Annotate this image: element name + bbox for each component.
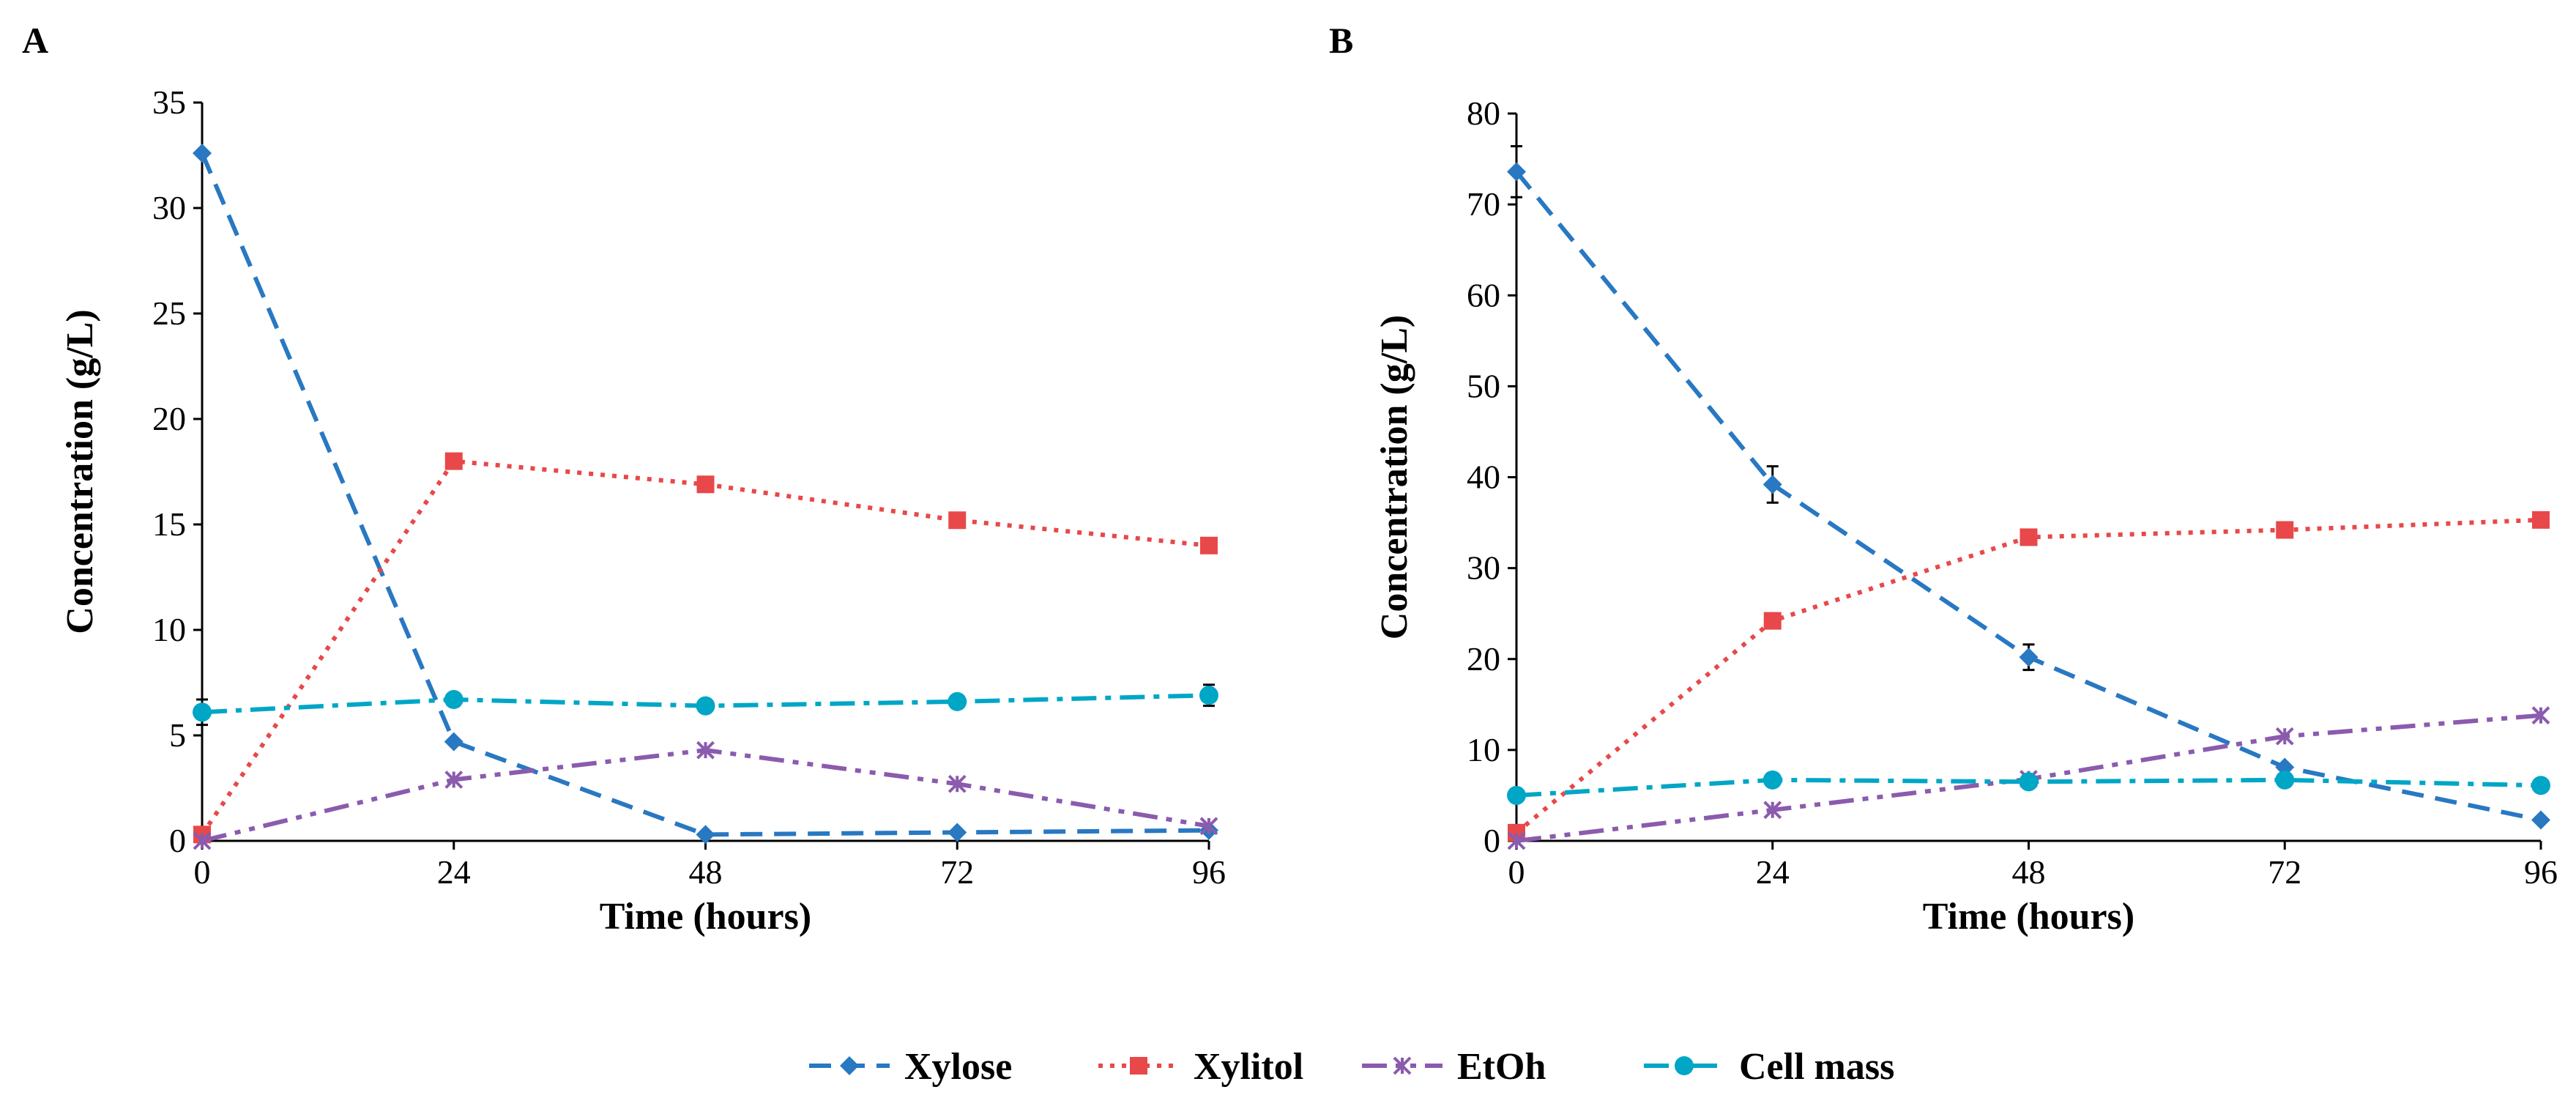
legend: Xylose Xylitol EtOh Cell mass (809, 1046, 1894, 1088)
y-tick-label-a: 5 (169, 716, 186, 754)
y-tick-label-a: 25 (152, 294, 186, 332)
series-xylitol-a (193, 452, 1218, 844)
legend-item-cell-mass: Cell mass (1644, 1046, 1894, 1088)
series-xylose-b (1507, 145, 2550, 830)
data-point-cell-mass-b (2275, 770, 2295, 790)
legend-item-xylose: Xylose (809, 1046, 1012, 1088)
data-point-xylose-b (2531, 810, 2550, 830)
y-tick-label-b: 30 (1467, 549, 1500, 587)
x-tick-label-a: 24 (437, 853, 471, 891)
data-point-xylitol-a (1200, 536, 1218, 554)
x-tick-label-b: 48 (2012, 853, 2046, 891)
legend-marker-cell-mass (1675, 1056, 1694, 1075)
legend-marker-etoh (1393, 1056, 1412, 1075)
y-tick-label-b: 50 (1467, 367, 1500, 404)
data-point-xylose-b (1507, 162, 1526, 182)
data-point-xylose-a (696, 825, 715, 845)
y-tick-label-a: 0 (169, 822, 186, 859)
data-point-etoh-b (2275, 727, 2294, 746)
data-point-etoh-a (193, 831, 212, 850)
series-xylose-a (193, 144, 1218, 845)
series-line-xylose-b (1514, 170, 2542, 823)
y-tick-label-b: 70 (1467, 185, 1500, 223)
x-tick-label-a: 0 (194, 853, 211, 891)
legend-label-etoh: EtOh (1457, 1046, 1546, 1088)
data-point-etoh-b (1507, 831, 1526, 850)
y-tick-label-b: 20 (1467, 640, 1500, 678)
data-point-etoh-a (1199, 817, 1218, 836)
data-point-etoh-a (696, 741, 715, 760)
series-line-xylose-a (200, 152, 1210, 837)
data-point-xylose-a (948, 823, 967, 842)
data-point-xylose-a (193, 144, 212, 163)
data-point-xylose-b (2019, 647, 2039, 667)
data-point-cell-mass-b (2019, 772, 2039, 792)
data-point-cell-mass-a (948, 691, 967, 711)
x-tick-label-a: 48 (689, 853, 723, 891)
legend-label-xylose: Xylose (904, 1046, 1012, 1088)
x-axis-title-b: Time (hours) (1923, 896, 2134, 938)
series-xylitol-b (1508, 511, 2550, 842)
legend-label-cell-mass: Cell mass (1739, 1046, 1894, 1088)
data-point-xylitol-b (2020, 528, 2038, 546)
y-tick-label-b: 80 (1467, 94, 1500, 132)
legend-marker-xylitol (1130, 1057, 1147, 1075)
data-point-cell-mass-b (2531, 776, 2550, 795)
x-tick-label-a: 72 (940, 853, 974, 891)
x-tick-label-b: 24 (1756, 853, 1790, 891)
data-point-etoh-b (1763, 801, 1782, 820)
series-cell-mass-b (1507, 770, 2550, 805)
data-point-xylose-b (1762, 475, 1782, 494)
data-point-xylitol-b (1763, 612, 1782, 630)
y-tick-label-b: 60 (1467, 276, 1500, 313)
data-point-cell-mass-a (193, 702, 212, 722)
data-point-cell-mass-a (696, 696, 715, 716)
x-tick-label-b: 96 (2524, 853, 2558, 891)
y-tick-label-b: 10 (1467, 731, 1500, 768)
data-point-xylitol-a (444, 452, 463, 470)
data-point-etoh-a (948, 774, 967, 793)
y-tick-label-b: 40 (1467, 459, 1500, 496)
series-cell-mass-a (193, 683, 1218, 727)
data-point-xylose-a (444, 732, 464, 752)
panel-label-a: A (22, 20, 48, 61)
data-point-cell-mass-a (444, 690, 464, 710)
x-tick-label-a: 96 (1192, 853, 1226, 891)
legend-item-xylitol: Xylitol (1098, 1046, 1303, 1088)
y-tick-label-b: 0 (1484, 822, 1500, 859)
legend-marker-xylose (840, 1056, 859, 1075)
legend-item-etoh: EtOh (1362, 1046, 1546, 1088)
series-etoh-a (193, 741, 1218, 850)
data-point-etoh-b (2531, 706, 2550, 725)
series-line-xylitol-a (200, 459, 1210, 836)
data-point-xylitol-b (2276, 521, 2294, 539)
y-tick-label-a: 20 (152, 400, 186, 437)
y-tick-label-a: 30 (152, 189, 186, 226)
chart-panel-a: A 0 5 10 15 20 25 30 35 0 24 48 72 96 Time (hours) Conc… (22, 20, 1226, 938)
data-point-xylitol-b (2532, 511, 2550, 529)
y-tick-label-a: 15 (152, 505, 186, 543)
y-axis-title-b: Concentration (g/L) (1374, 315, 1415, 639)
chart-panel-b: B 0 10 20 30 40 50 60 70 80 0 24 48 72 96 Time (hours) C… (1329, 20, 2558, 938)
data-point-cell-mass-b (1507, 785, 1526, 805)
legend-label-xylitol: Xylitol (1194, 1046, 1303, 1088)
y-axis-title-a: Concentration (g/L) (59, 309, 101, 634)
y-tick-label-a: 35 (152, 84, 186, 121)
data-point-cell-mass-a (1199, 686, 1218, 705)
x-tick-label-b: 72 (2268, 853, 2301, 891)
x-axis-title-a: Time (hours) (600, 896, 811, 938)
data-point-xylitol-a (948, 511, 967, 530)
data-point-cell-mass-b (1762, 770, 1782, 790)
panel-label-b: B (1329, 20, 1353, 61)
y-tick-label-a: 10 (152, 611, 186, 648)
data-point-etoh-a (444, 771, 464, 789)
x-tick-label-b: 0 (1508, 853, 1525, 891)
data-point-xylitol-a (696, 475, 715, 494)
